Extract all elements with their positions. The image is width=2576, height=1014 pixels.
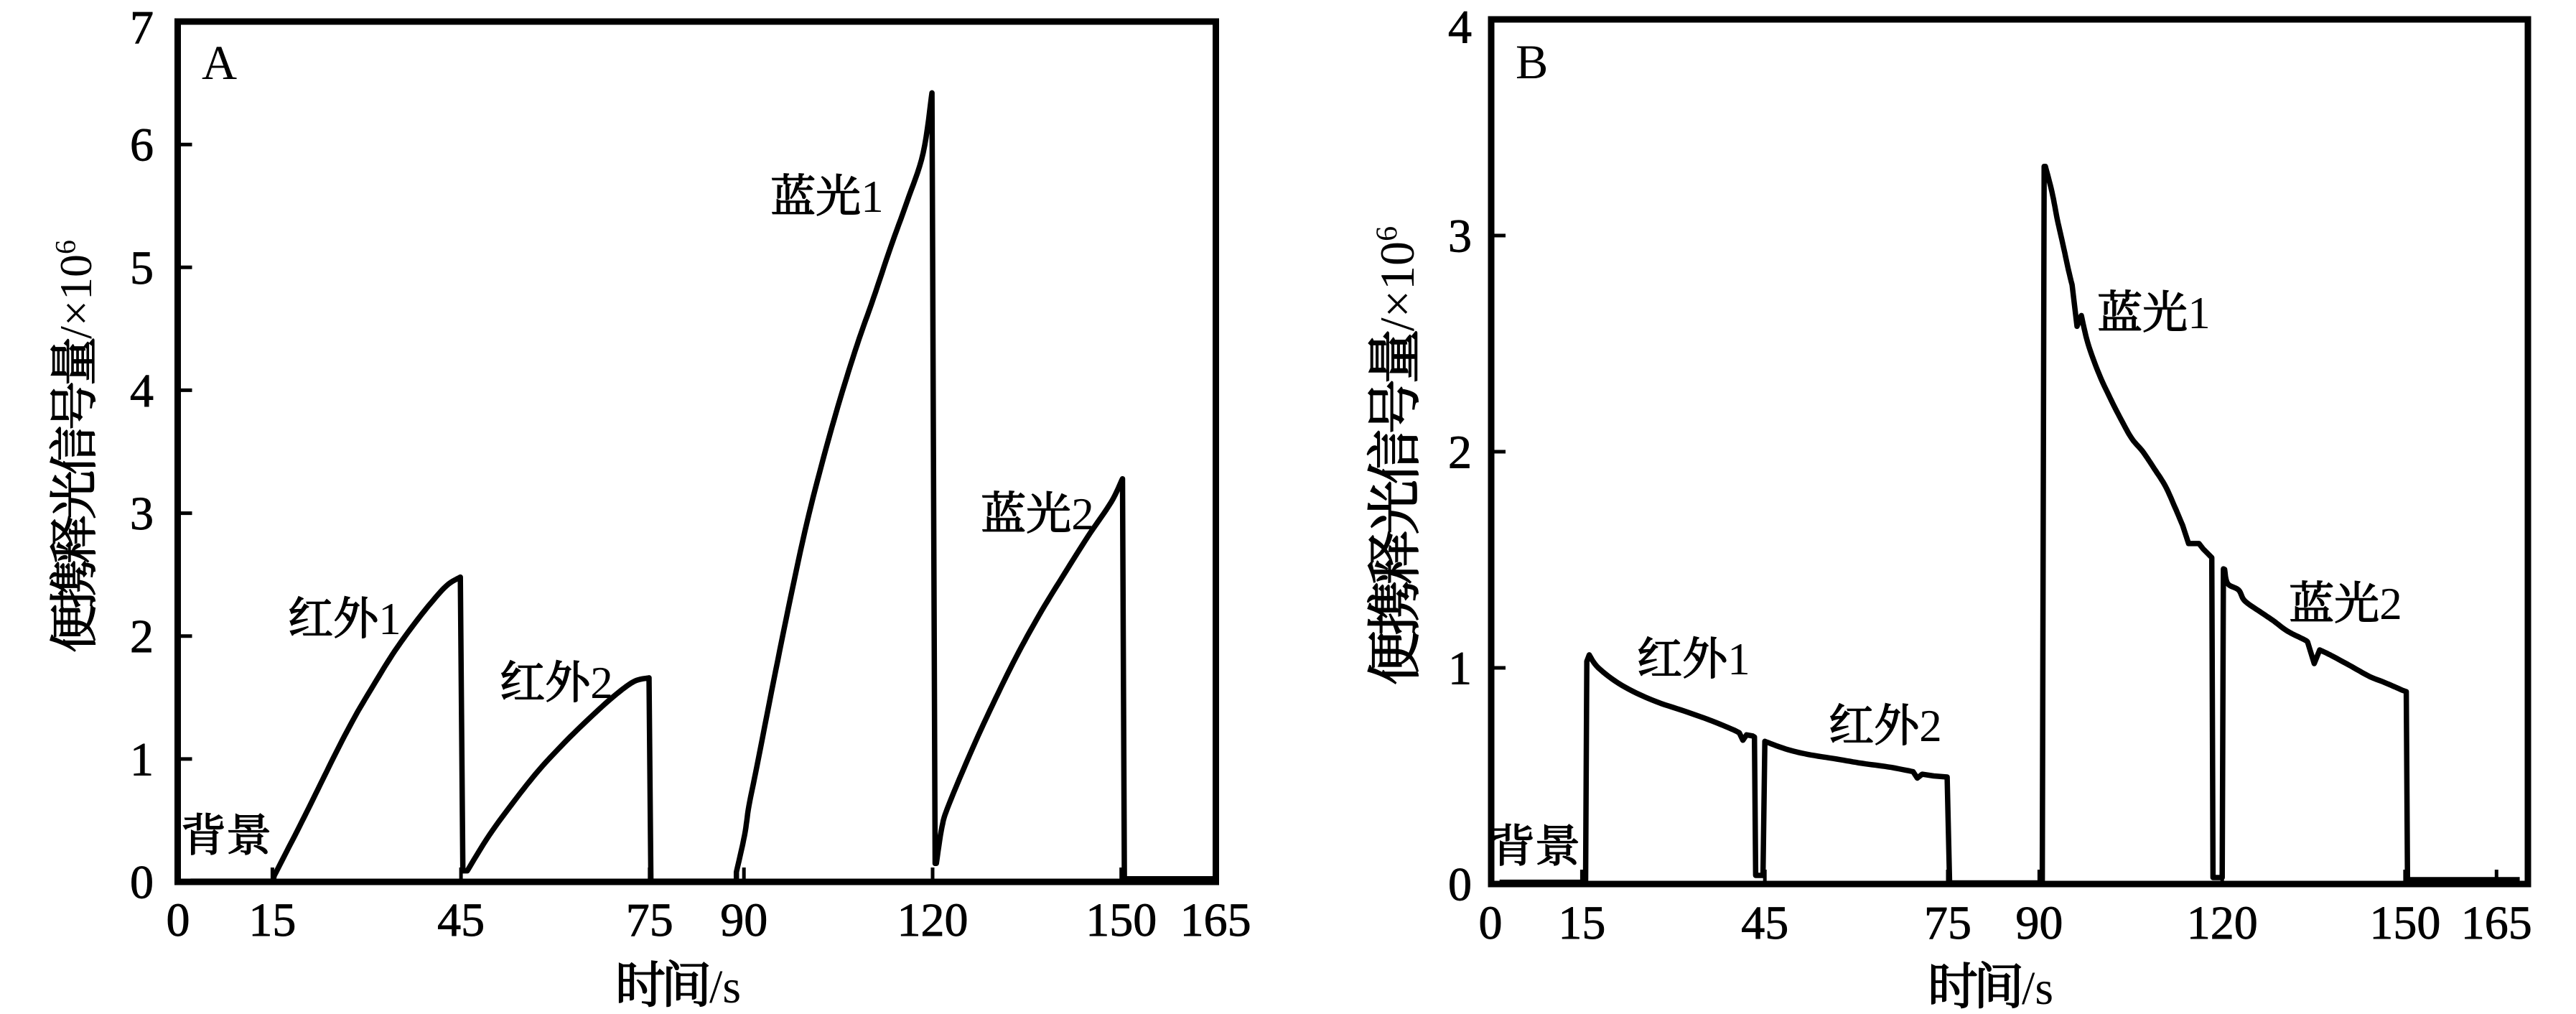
svg-text:1: 1 — [130, 733, 154, 786]
svg-text:165: 165 — [1180, 894, 1251, 946]
svg-text:4: 4 — [1448, 1, 1472, 54]
svg-text:6: 6 — [130, 119, 154, 172]
svg-text:75: 75 — [1924, 897, 1971, 949]
svg-text:/s: /s — [2022, 962, 2053, 1010]
svg-text:1: 1 — [861, 172, 884, 222]
svg-text:45: 45 — [437, 894, 485, 946]
svg-text:2: 2 — [1919, 701, 1942, 751]
svg-text:120: 120 — [2187, 897, 2258, 949]
svg-text:1: 1 — [1727, 634, 1750, 684]
svg-text:2: 2 — [1071, 489, 1094, 539]
svg-text:2: 2 — [590, 658, 613, 708]
svg-text:/×10: /×10 — [50, 254, 101, 339]
svg-text:4: 4 — [130, 365, 154, 417]
svg-text:/×10: /×10 — [1370, 241, 1424, 331]
svg-text:1: 1 — [1448, 643, 1472, 695]
svg-text:0: 0 — [1448, 859, 1472, 911]
svg-text:2: 2 — [130, 610, 154, 663]
svg-text:75: 75 — [626, 894, 673, 946]
svg-text:7: 7 — [130, 1, 154, 54]
svg-text:5: 5 — [130, 242, 154, 294]
svg-text:1: 1 — [2188, 288, 2211, 338]
svg-text:150: 150 — [1086, 894, 1157, 946]
svg-text:3: 3 — [1448, 210, 1472, 263]
svg-text:0: 0 — [1479, 897, 1503, 949]
svg-text:0: 0 — [130, 857, 154, 909]
svg-text:2: 2 — [1448, 427, 1472, 479]
svg-text:15: 15 — [248, 894, 296, 946]
svg-text:150: 150 — [2369, 897, 2440, 949]
svg-text:3: 3 — [130, 488, 154, 540]
svg-text:6: 6 — [1371, 226, 1404, 241]
svg-text:/s: /s — [709, 961, 741, 1010]
svg-text:15: 15 — [1558, 897, 1605, 949]
svg-text:90: 90 — [2015, 897, 2063, 949]
svg-text:A: A — [202, 35, 237, 90]
svg-text:165: 165 — [2461, 897, 2532, 949]
svg-text:B: B — [1516, 34, 1548, 89]
svg-text:120: 120 — [897, 894, 969, 946]
svg-text:2: 2 — [2379, 579, 2402, 629]
svg-text:1: 1 — [378, 594, 401, 644]
svg-text:0: 0 — [167, 894, 190, 946]
svg-text:45: 45 — [1741, 897, 1788, 949]
svg-text:90: 90 — [720, 894, 767, 946]
svg-text:6: 6 — [50, 240, 82, 254]
